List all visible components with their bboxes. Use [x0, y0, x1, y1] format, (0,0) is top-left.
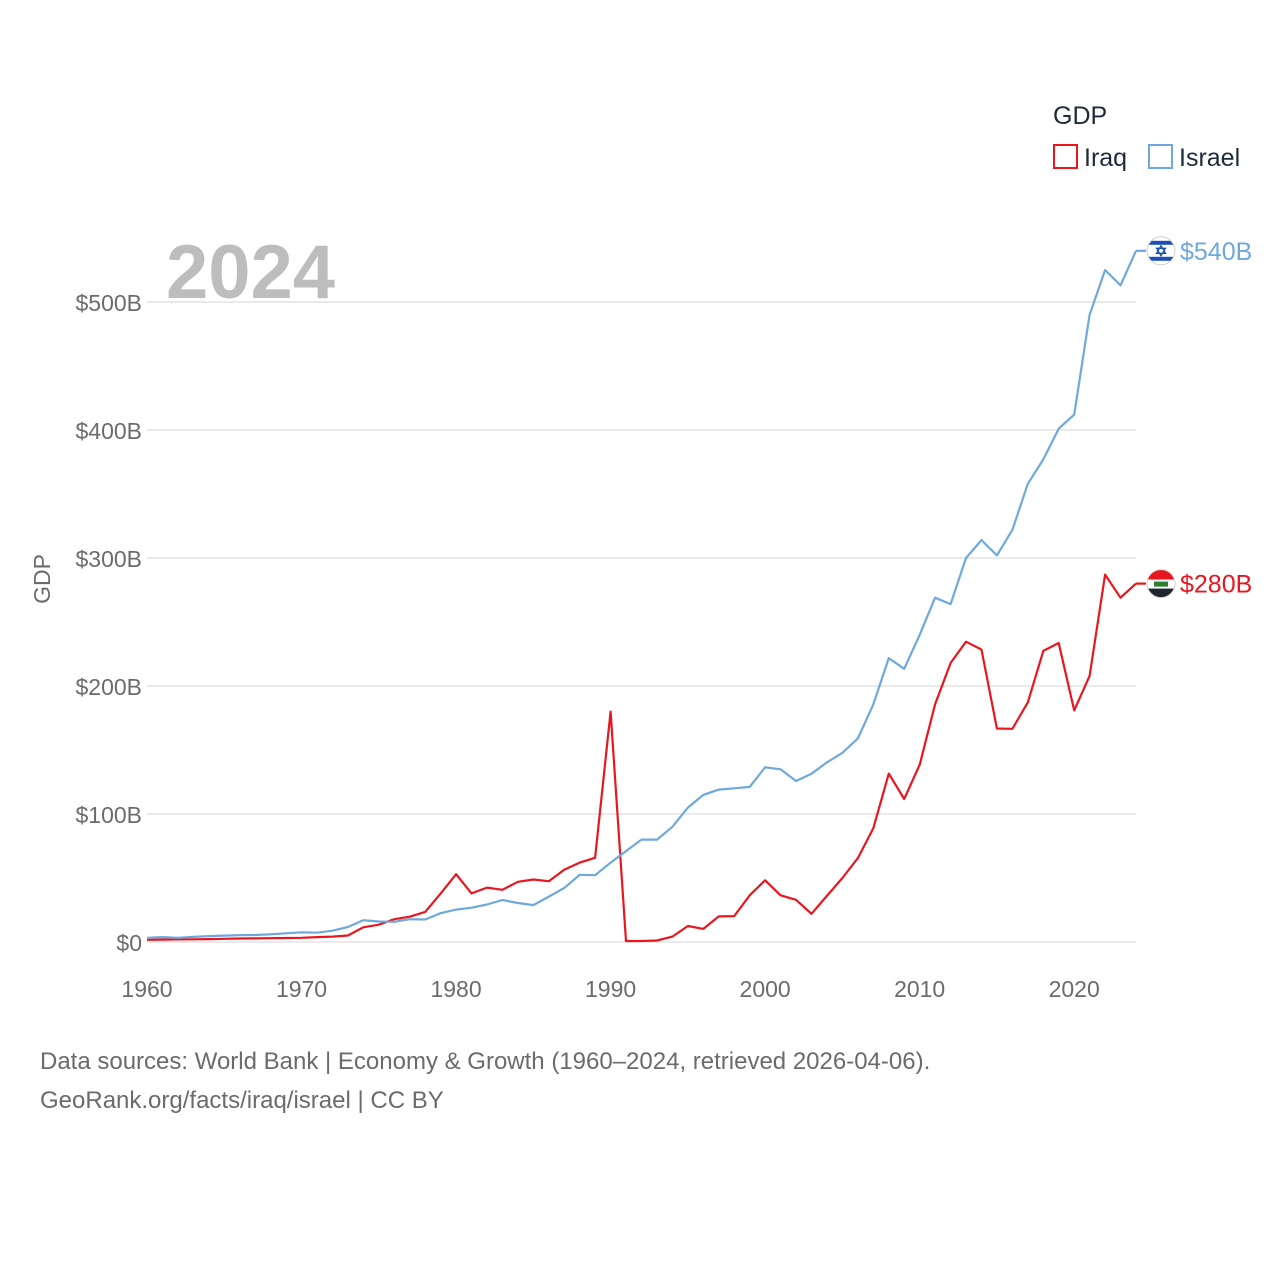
legend-swatch-iraq[interactable]	[1053, 144, 1078, 169]
series-line-iraq[interactable]	[146, 573, 1137, 943]
legend-swatch-israel[interactable]	[1148, 144, 1173, 169]
legend: GDP Iraq Israel	[1053, 102, 1240, 172]
end-labels: $280B $540B	[1136, 236, 1252, 599]
year-watermark: 2024	[166, 230, 335, 315]
gridlines	[147, 301, 1136, 943]
end-label-iraq: $280B	[1180, 571, 1252, 599]
x-tick-label: 1990	[585, 976, 636, 1002]
y-tick-label: $0	[116, 930, 142, 956]
end-label-israel: $540B	[1180, 238, 1252, 266]
legend-title: GDP	[1053, 102, 1107, 130]
data-source-note: Data sources: World Bank | Economy & Gro…	[40, 1048, 931, 1075]
x-axis-ticks: 1960 1970 1980 1990 2000 2010 2020	[121, 976, 1099, 1002]
legend-label-iraq[interactable]: Iraq	[1084, 144, 1127, 172]
legend-label-israel[interactable]: Israel	[1179, 144, 1240, 172]
x-tick-label: 2010	[894, 976, 945, 1002]
y-axis-title: GDP	[29, 554, 55, 604]
israel-flag-icon	[1146, 236, 1176, 266]
x-tick-label: 2000	[740, 976, 791, 1002]
iraq-flag-icon	[1146, 569, 1176, 599]
series-line-israel[interactable]	[146, 250, 1138, 939]
y-tick-label: $400B	[75, 418, 142, 444]
series-lines	[146, 250, 1138, 943]
footer: Data sources: World Bank | Economy & Gro…	[40, 1042, 930, 1120]
y-tick-label: $200B	[75, 674, 142, 700]
y-axis-ticks: $0 $100B $200B $300B $400B $500B	[75, 290, 142, 956]
x-tick-label: 2020	[1049, 976, 1100, 1002]
x-tick-label: 1980	[430, 976, 481, 1002]
y-tick-label: $300B	[75, 546, 142, 572]
x-tick-label: 1960	[121, 976, 172, 1002]
y-tick-label: $500B	[75, 290, 142, 316]
x-tick-label: 1970	[276, 976, 327, 1002]
source-link[interactable]: GeoRank.org/facts/iraq/israel | CC BY	[40, 1087, 444, 1114]
y-tick-label: $100B	[75, 802, 142, 828]
